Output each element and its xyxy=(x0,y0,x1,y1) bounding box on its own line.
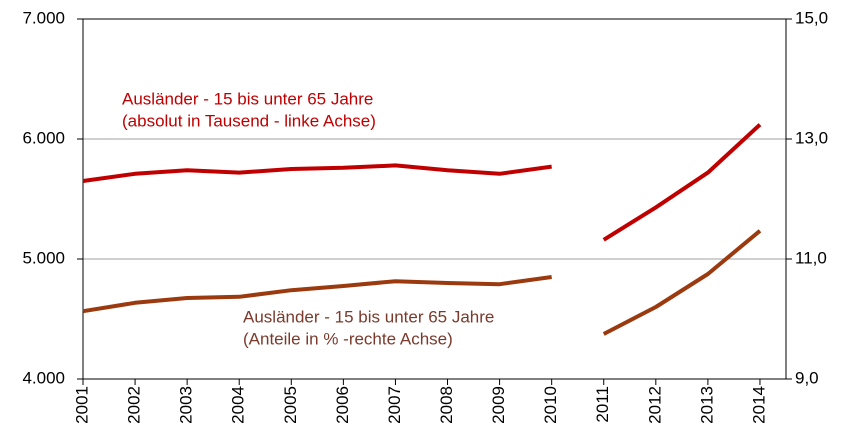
x-tick-label: 2007 xyxy=(385,386,404,424)
y-tick-label: 4.000 xyxy=(22,368,65,387)
plot-frame xyxy=(82,18,787,380)
x-tick-label: 2011 xyxy=(593,386,612,423)
data-line xyxy=(82,163,552,183)
x-tick-label: 2012 xyxy=(645,386,664,424)
y-tick-label: 7.000 xyxy=(22,8,65,27)
x-tick-label: 2014 xyxy=(749,386,768,424)
annotation: Ausländer - 15 bis unter 65 Jahre xyxy=(243,307,494,326)
y-tick-label: 5.000 xyxy=(22,248,65,267)
y2-tick-label: 13,0 xyxy=(795,128,828,147)
annotation: (Anteile in % -rechte Achse) xyxy=(243,329,453,348)
x-tick-label: 2013 xyxy=(697,386,716,424)
x-tick-label: 2005 xyxy=(281,386,300,424)
data-line xyxy=(82,275,552,314)
y2-tick-label: 11,0 xyxy=(795,248,827,267)
annotation: (absolut in Tausend - linke Achse) xyxy=(122,111,376,130)
x-tick-label: 2009 xyxy=(489,386,508,424)
x-tick-label: 2006 xyxy=(333,386,352,424)
x-tick-label: 2001 xyxy=(72,386,91,424)
y-tick-label: 6.000 xyxy=(22,128,65,147)
y2-tick-label: 15,0 xyxy=(795,8,828,27)
x-tick-label: 2003 xyxy=(177,386,196,424)
x-tick-label: 2008 xyxy=(437,386,456,424)
data-line xyxy=(602,123,762,242)
x-tick-label: 2002 xyxy=(125,386,144,424)
x-tick-label: 2010 xyxy=(541,386,560,424)
annotation: Ausländer - 15 bis unter 65 Jahre xyxy=(122,89,373,108)
y2-tick-label: 9,0 xyxy=(795,368,819,387)
x-tick-label: 2004 xyxy=(229,386,248,424)
data-line xyxy=(602,229,762,336)
